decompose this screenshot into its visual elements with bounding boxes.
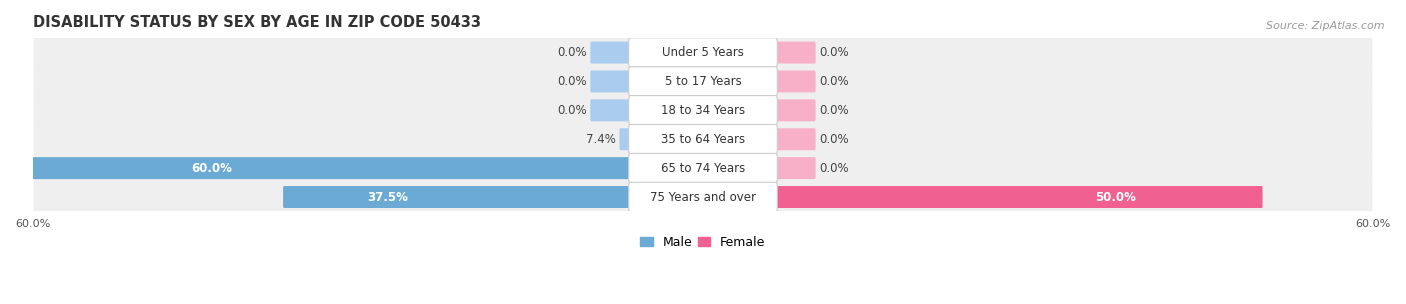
- FancyBboxPatch shape: [628, 38, 778, 67]
- FancyBboxPatch shape: [34, 62, 1372, 101]
- Text: 0.0%: 0.0%: [557, 104, 586, 117]
- FancyBboxPatch shape: [34, 119, 1372, 159]
- Text: DISABILITY STATUS BY SEX BY AGE IN ZIP CODE 50433: DISABILITY STATUS BY SEX BY AGE IN ZIP C…: [32, 15, 481, 30]
- FancyBboxPatch shape: [32, 157, 631, 179]
- Text: 0.0%: 0.0%: [557, 75, 586, 88]
- FancyBboxPatch shape: [591, 42, 631, 64]
- Text: 0.0%: 0.0%: [820, 75, 849, 88]
- Text: 0.0%: 0.0%: [820, 133, 849, 146]
- FancyBboxPatch shape: [34, 91, 1372, 130]
- Legend: Male, Female: Male, Female: [636, 231, 770, 254]
- FancyBboxPatch shape: [628, 95, 778, 125]
- FancyBboxPatch shape: [34, 33, 1372, 72]
- FancyBboxPatch shape: [34, 148, 1372, 188]
- FancyBboxPatch shape: [775, 157, 815, 179]
- Text: 75 Years and over: 75 Years and over: [650, 191, 756, 203]
- FancyBboxPatch shape: [775, 42, 815, 64]
- FancyBboxPatch shape: [620, 128, 631, 150]
- FancyBboxPatch shape: [775, 128, 815, 150]
- FancyBboxPatch shape: [628, 67, 778, 96]
- Text: 7.4%: 7.4%: [586, 133, 616, 146]
- Text: 5 to 17 Years: 5 to 17 Years: [665, 75, 741, 88]
- FancyBboxPatch shape: [775, 186, 1263, 208]
- Text: 0.0%: 0.0%: [557, 46, 586, 59]
- Text: 37.5%: 37.5%: [367, 191, 408, 203]
- Text: 0.0%: 0.0%: [820, 104, 849, 117]
- Text: Source: ZipAtlas.com: Source: ZipAtlas.com: [1267, 21, 1385, 31]
- FancyBboxPatch shape: [283, 186, 631, 208]
- Text: 35 to 64 Years: 35 to 64 Years: [661, 133, 745, 146]
- Text: 50.0%: 50.0%: [1095, 191, 1136, 203]
- Text: 60.0%: 60.0%: [191, 162, 232, 174]
- FancyBboxPatch shape: [628, 125, 778, 154]
- FancyBboxPatch shape: [591, 71, 631, 92]
- FancyBboxPatch shape: [34, 177, 1372, 217]
- FancyBboxPatch shape: [628, 182, 778, 212]
- FancyBboxPatch shape: [775, 99, 815, 121]
- Text: 18 to 34 Years: 18 to 34 Years: [661, 104, 745, 117]
- FancyBboxPatch shape: [591, 99, 631, 121]
- Text: 65 to 74 Years: 65 to 74 Years: [661, 162, 745, 174]
- FancyBboxPatch shape: [628, 154, 778, 183]
- Text: 0.0%: 0.0%: [820, 46, 849, 59]
- FancyBboxPatch shape: [775, 71, 815, 92]
- Text: Under 5 Years: Under 5 Years: [662, 46, 744, 59]
- Text: 0.0%: 0.0%: [820, 162, 849, 174]
